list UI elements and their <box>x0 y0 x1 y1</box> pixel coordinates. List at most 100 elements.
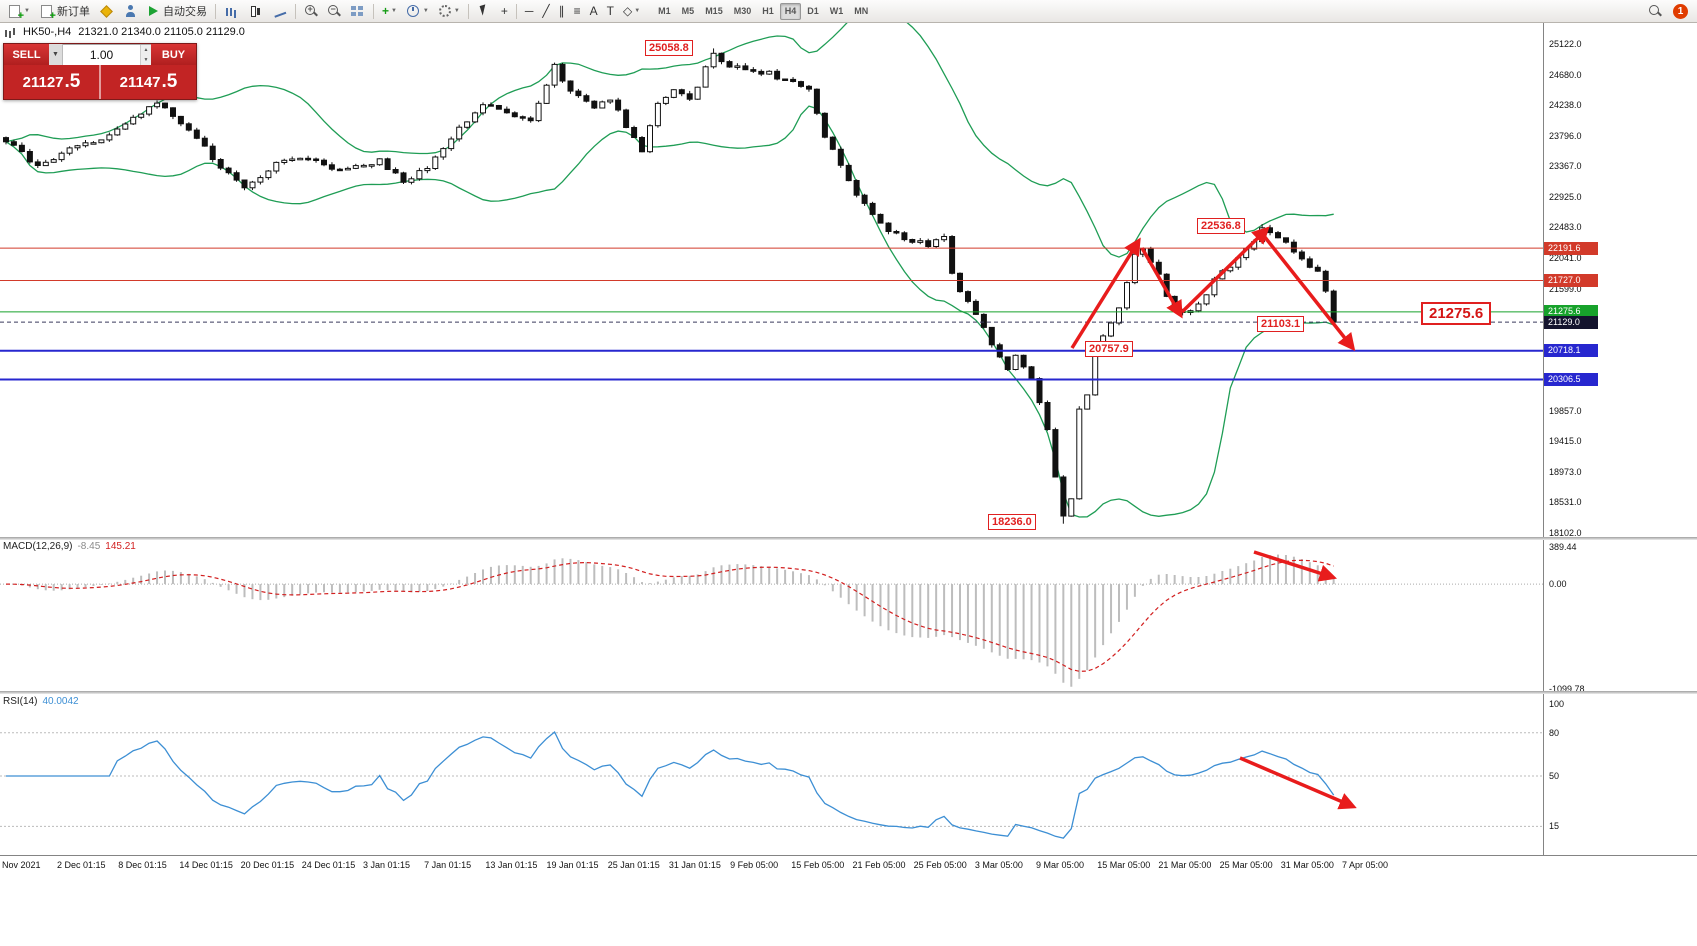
rsi-axis-label: 50 <box>1549 771 1560 781</box>
rsi-panel-canvas[interactable] <box>0 694 1543 854</box>
timeframe-m1-button[interactable]: M1 <box>658 6 671 16</box>
horizontal-line-icon: ─ <box>524 4 534 18</box>
price-axis[interactable]: 22191.6 21727.0 21275.6 21129.0 20718.1 20306… <box>1543 22 1697 855</box>
chevron-down-icon: ▼ <box>24 8 30 14</box>
channel-icon: ∥ <box>558 4 565 18</box>
time-axis[interactable]: Nov 2021 2 Dec 01:15 8 Dec 01:15 14 Dec 01:… <box>0 855 1697 946</box>
cursor-icon <box>477 4 492 18</box>
price-tag[interactable]: 20306.5 <box>1544 372 1598 386</box>
zoom-in-button[interactable]: + <box>300 2 322 21</box>
price-callout-breakout[interactable]: 20757.9 <box>1085 341 1133 357</box>
timeframe-h4-button[interactable]: H4 <box>779 2 802 20</box>
macd-axis-label: -1099.78 <box>1549 684 1585 694</box>
time-axis-label: 9 Feb 05:00 <box>730 860 779 870</box>
macd-axis-label: 0.00 <box>1549 579 1567 590</box>
timeframe-mn-button[interactable]: MN <box>854 6 869 16</box>
trade-panel-divider <box>99 65 101 99</box>
new-chart-button[interactable]: ▼ <box>3 2 34 22</box>
main-chart-canvas[interactable] <box>0 22 1543 537</box>
timeframe-m30-button[interactable]: M30 <box>733 6 752 16</box>
channel-button[interactable]: ∥ <box>555 2 569 21</box>
current-price-callout[interactable]: 21275.6 <box>1421 302 1492 325</box>
cursor-button[interactable] <box>473 2 496 21</box>
time-axis-label: 9 Mar 05:00 <box>1036 860 1085 870</box>
clock-icon <box>406 4 421 18</box>
horizontal-line-button[interactable]: ─ <box>521 2 538 21</box>
time-axis-label: 25 Mar 05:00 <box>1219 860 1273 870</box>
bar-chart-button[interactable] <box>220 2 243 21</box>
sell-price-main: 21127 <box>22 73 64 91</box>
text-tool-button[interactable]: A <box>586 2 602 21</box>
volume-spinner[interactable]: ▲ ▼ <box>140 45 151 65</box>
time-axis-label: 3 Jan 01:15 <box>362 860 410 870</box>
time-axis-label: 3 Mar 05:00 <box>974 860 1023 870</box>
fibonacci-button[interactable]: ≡ <box>570 2 585 21</box>
diamond-icon <box>100 4 113 18</box>
timeframe-d1-button[interactable]: D1 <box>807 6 819 16</box>
macd-panel-canvas[interactable] <box>0 539 1543 691</box>
mql5-button[interactable] <box>95 2 118 21</box>
search-button[interactable] <box>1644 2 1666 21</box>
panel-divider[interactable] <box>0 537 1697 540</box>
price-callout-low[interactable]: 18236.0 <box>988 514 1036 530</box>
crosshair-button[interactable]: + <box>497 2 512 21</box>
tile-windows-button[interactable] <box>346 2 369 21</box>
zoom-out-icon: − <box>327 4 341 18</box>
periods-button[interactable]: ▼ <box>402 2 433 21</box>
macd-axis-label: 389.44 <box>1549 542 1577 552</box>
toolbar-separator <box>515 3 517 19</box>
trade-panel-caret-icon[interactable]: ▼ <box>49 44 63 65</box>
line-chart-icon <box>272 4 287 18</box>
time-axis-label: 14 Dec 01:15 <box>179 860 233 870</box>
line-chart-button[interactable] <box>268 2 291 21</box>
time-axis-label: 25 Jan 01:15 <box>607 860 660 870</box>
zoom-in-icon: + <box>304 4 318 18</box>
price-tag[interactable]: 21727.0 <box>1544 273 1598 287</box>
price-axis-label: 21599.0 <box>1549 283 1582 294</box>
price-tag[interactable]: 20718.1 <box>1544 344 1598 358</box>
price-axis-label: 24680.0 <box>1549 69 1582 80</box>
candlestick-icon <box>248 4 263 18</box>
candlestick-chart-button[interactable] <box>244 2 267 21</box>
price-tag[interactable]: 22191.6 <box>1544 241 1598 255</box>
time-axis-label: 15 Feb 05:00 <box>791 860 845 870</box>
chevron-down-icon: ▼ <box>453 8 460 14</box>
text-icon: A <box>589 4 598 18</box>
label-tool-button[interactable]: T <box>603 2 618 21</box>
buy-button[interactable]: BUY <box>151 44 196 65</box>
shapes-button[interactable]: ◇ ▼ <box>619 2 644 21</box>
price-callout-high[interactable]: 25058.8 <box>645 40 693 56</box>
crosshair-icon: + <box>500 4 508 18</box>
price-callout-swing-high[interactable]: 22536.8 <box>1197 218 1245 234</box>
panel-divider[interactable] <box>0 691 1697 694</box>
profile-button[interactable] <box>119 2 142 21</box>
price-axis-label: 18531.0 <box>1549 497 1582 508</box>
price-axis-label: 23796.0 <box>1549 130 1582 141</box>
price-axis-label: 18973.0 <box>1549 466 1582 477</box>
chart-properties-button[interactable]: ▼ <box>434 2 464 21</box>
new-order-button[interactable]: 新订单 <box>35 2 94 22</box>
price-axis-label: 22483.0 <box>1549 222 1582 233</box>
timeframe-h1-button[interactable]: H1 <box>762 6 774 16</box>
trendline-button[interactable]: ╱ <box>538 2 553 21</box>
buy-price[interactable]: 21147.5 <box>101 65 196 99</box>
person-icon <box>123 4 138 18</box>
price-callout-swing-low[interactable]: 21103.1 <box>1257 316 1305 332</box>
zoom-out-button[interactable]: − <box>323 2 345 21</box>
volume-field[interactable]: 1.00 ▲ ▼ <box>63 44 151 65</box>
macd-name: MACD(12,26,9) <box>3 541 73 552</box>
spinner-up-icon[interactable]: ▲ <box>141 45 151 55</box>
price-tag[interactable]: 21129.0 <box>1544 315 1598 329</box>
toolbar-separator <box>214 3 216 19</box>
sell-price[interactable]: 21127.5 <box>4 65 99 99</box>
chart-symbol-icon <box>5 27 16 37</box>
timeframe-m5-button[interactable]: M5 <box>681 6 695 16</box>
autotrading-button[interactable]: 自动交易 <box>143 2 211 21</box>
timeframe-w1-button[interactable]: W1 <box>829 6 844 16</box>
spinner-down-icon[interactable]: ▼ <box>141 55 151 65</box>
indicators-button[interactable]: + ▼ <box>378 2 401 21</box>
price-tag[interactable]: 21275.6 <box>1544 305 1598 319</box>
sell-button[interactable]: SELL <box>4 44 49 65</box>
notifications-badge[interactable]: 1 <box>1673 3 1688 19</box>
timeframe-m15-button[interactable]: M15 <box>705 6 723 16</box>
